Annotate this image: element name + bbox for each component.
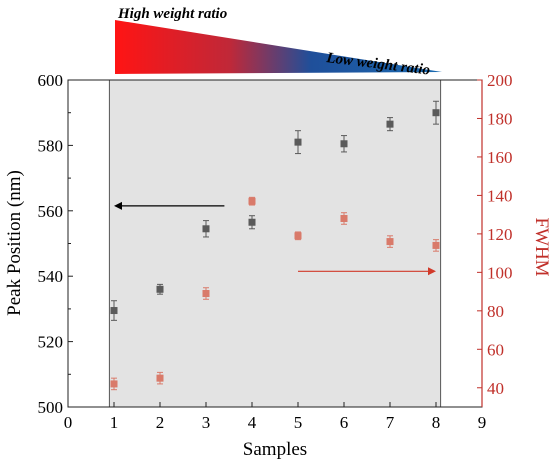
data-point [386,120,394,128]
low-weight-ratio-label: Low weight ratio [325,50,431,79]
x-tick-label: 5 [294,413,303,432]
data-point [156,374,164,382]
data-point [110,307,118,315]
data-point [432,241,440,249]
y-left-tick-label: 540 [38,267,64,286]
y-right-tick-label: 120 [487,225,513,244]
arrow-to-right-axis [298,267,436,276]
data-point [156,285,164,293]
shaded-region [109,80,441,407]
y-left-axis-title: Peak Position (nm) [4,170,25,316]
x-tick-label: 0 [64,413,73,432]
data-point [294,138,302,146]
y-left-tick-label: 560 [38,202,64,221]
y-left-tick-label: 520 [38,333,64,352]
series-peak-position [110,100,440,321]
weight-ratio-banner: High weight ratio Low weight ratio [115,6,442,79]
x-tick-label: 6 [340,413,349,432]
y-right-tick-label: 160 [487,148,513,167]
x-tick-label: 3 [202,413,211,432]
x-tick-label: 9 [478,413,487,432]
y-left-tick-label: 500 [38,398,64,417]
y-left-tick-label: 580 [38,136,64,155]
weight-ratio-wedge [115,20,442,74]
data-point [202,290,210,298]
data-point [110,380,118,388]
y-right-tick-label: 80 [487,302,504,321]
y-right-axis-title: FWHM [531,217,550,276]
y-right-tick-label: 180 [487,109,513,128]
data-point [248,197,256,205]
y-right-tick-label: 40 [487,379,504,398]
x-tick-label: 8 [432,413,441,432]
data-series [110,100,440,391]
x-axis-title: Samples [243,439,307,460]
x-tick-label: 1 [110,413,119,432]
arrow-head [114,201,122,210]
y-right-axis: 40 60 80 100 120 140 160 180 200 [477,71,513,407]
high-weight-ratio-label: High weight ratio [117,6,227,22]
data-point [202,225,210,233]
data-point [340,140,348,148]
shaded-region-edges [108,80,442,407]
data-point [294,232,302,240]
arrow-head [428,267,436,276]
data-point [248,218,256,226]
data-point [340,214,348,222]
y-right-tick-label: 140 [487,186,513,205]
series-fwhm [110,196,440,391]
x-tick-label: 4 [248,413,257,432]
data-point [432,109,440,117]
plot-area [67,79,483,408]
y-right-tick-label: 200 [487,71,513,90]
x-tick-label: 2 [156,413,165,432]
x-tick-label: 7 [386,413,395,432]
annotation-arrows [114,201,436,276]
y-left-tick-label: 600 [38,71,64,90]
y-right-tick-label: 100 [487,263,513,282]
data-point [386,238,394,246]
y-right-tick-label: 60 [487,340,504,359]
arrow-to-left-axis [114,201,225,210]
y-left-axis: 500 520 540 560 580 600 [38,71,73,417]
